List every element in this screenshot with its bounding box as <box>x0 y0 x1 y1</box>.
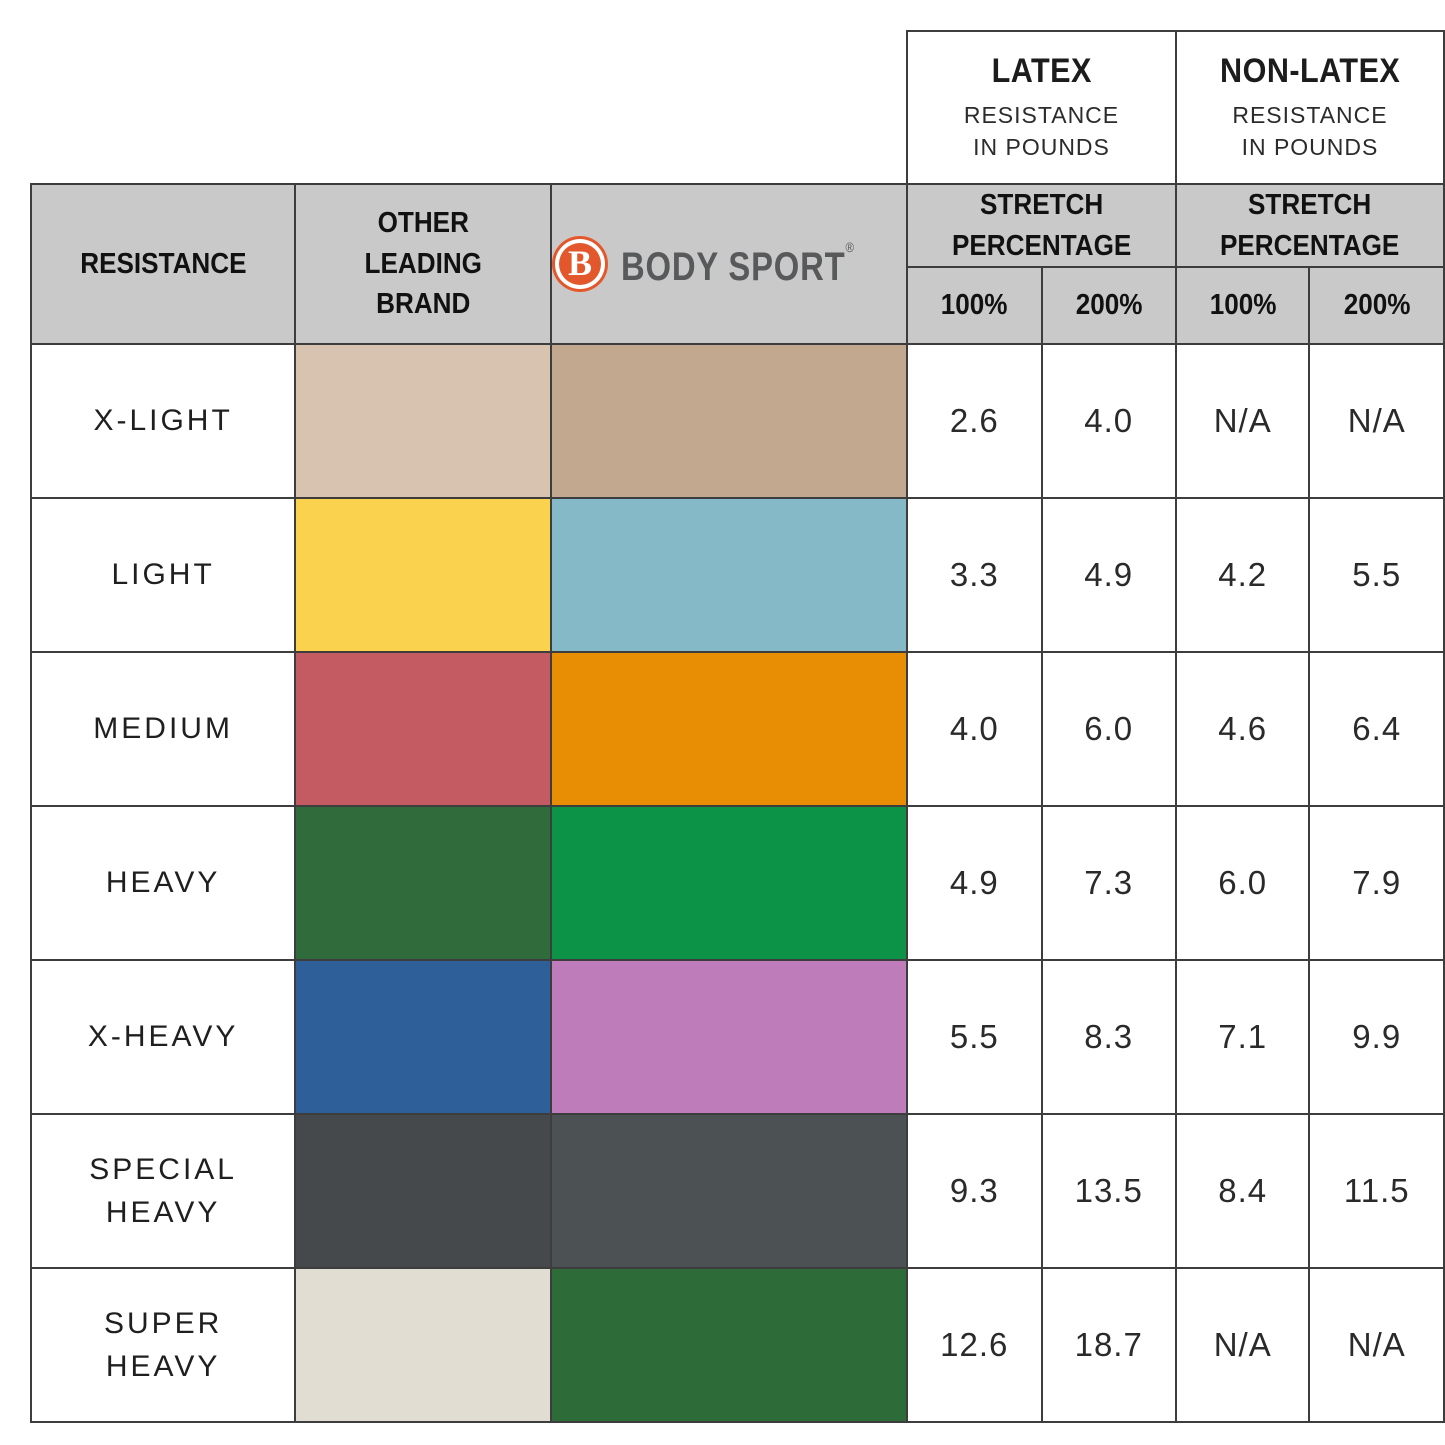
latex-100-header: 100% <box>906 266 1043 346</box>
bodysport-color-swatch <box>549 959 909 1116</box>
table-row-x-light: X-LIGHT 2.6 4.0 N/A N/A <box>29 343 1445 500</box>
latex-200-header: 200% <box>1040 266 1177 346</box>
bodysport-wordmark: BODY SPORT® <box>620 238 855 289</box>
latex-200-value: 6.0 <box>1040 651 1177 808</box>
resistance-column-header: RESISTANCE <box>29 182 297 346</box>
other-brand-color-swatch <box>294 651 552 808</box>
latex-200-label: 200% <box>1075 289 1143 322</box>
nonlatex-100-value: 6.0 <box>1174 805 1311 962</box>
nonlatex-stretch-header: STRETCH PERCENTAGE <box>1174 182 1445 269</box>
bodysport-logo-letter: B <box>567 243 592 284</box>
bodysport-logo-icon: B <box>551 236 608 293</box>
nonlatex-200-value: 5.5 <box>1308 497 1445 654</box>
bodysport-color-swatch <box>549 343 909 500</box>
other-brand-header-label: OTHER LEADING BRAND <box>364 207 482 321</box>
bodysport-color-swatch <box>549 651 909 808</box>
latex-100-value: 3.3 <box>906 497 1043 654</box>
latex-stretch-label: STRETCH PERCENTAGE <box>951 189 1132 262</box>
nonlatex-subtitle: RESISTANCE IN POUNDS <box>1232 101 1388 160</box>
nonlatex-100-value: N/A <box>1174 1267 1311 1424</box>
nonlatex-200-value: 9.9 <box>1308 959 1445 1116</box>
bodysport-color-swatch <box>549 1113 909 1270</box>
resistance-level-label: LIGHT <box>29 497 297 654</box>
other-brand-color-swatch <box>294 497 552 654</box>
nonlatex-100-value: 4.6 <box>1174 651 1311 808</box>
resistance-level-label: SPECIAL HEAVY <box>29 1113 297 1270</box>
bodysport-color-swatch <box>549 497 909 654</box>
latex-200-value: 8.3 <box>1040 959 1177 1116</box>
bodysport-logo: B BODY SPORT® <box>551 236 906 293</box>
nonlatex-100-value: 7.1 <box>1174 959 1311 1116</box>
resistance-level-label: HEAVY <box>29 805 297 962</box>
latex-subtitle: RESISTANCE IN POUNDS <box>963 101 1120 160</box>
nonlatex-title: NON-LATEX <box>1219 51 1401 90</box>
table-row-heavy: HEAVY 4.9 7.3 6.0 7.9 <box>29 805 1445 962</box>
percentage-header-row: 100% 200% 100% 200% <box>31 266 1445 346</box>
table-row-x-heavy: X-HEAVY 5.5 8.3 7.1 9.9 <box>29 959 1445 1116</box>
latex-100-value: 2.6 <box>906 343 1043 500</box>
resistance-level-label: SUPER HEAVY <box>29 1267 297 1424</box>
resistance-level-label: MEDIUM <box>29 651 297 808</box>
resistance-comparison-table: LATEX RESISTANCE IN POUNDS NON-LATEX RES… <box>29 30 1445 1424</box>
nonlatex-200-value: N/A <box>1308 1267 1445 1424</box>
latex-100-value: 5.5 <box>906 959 1043 1116</box>
nonlatex-200-header: 200% <box>1308 266 1445 346</box>
stretch-header-row: RESISTANCE OTHER LEADING BRAND B BODY SP… <box>29 182 1445 346</box>
resistance-level-label: X-HEAVY <box>29 959 297 1116</box>
nonlatex-200-value: 11.5 <box>1308 1113 1445 1270</box>
latex-100-value: 4.0 <box>906 651 1043 808</box>
material-header-row: LATEX RESISTANCE IN POUNDS NON-LATEX RES… <box>31 30 1445 185</box>
bodysport-wordmark-wrap: BODY SPORT® <box>621 239 906 290</box>
top-left-spacer <box>31 31 908 184</box>
other-brand-color-swatch <box>294 805 552 962</box>
latex-200-value: 13.5 <box>1040 1113 1177 1270</box>
nonlatex-100-header: 100% <box>1174 266 1311 346</box>
nonlatex-stretch-label: STRETCH PERCENTAGE <box>1220 189 1400 262</box>
table-row-special-heavy: SPECIAL HEAVY 9.3 13.5 8.4 11.5 <box>29 1113 1445 1270</box>
latex-100-value: 4.9 <box>906 805 1043 962</box>
other-brand-color-swatch <box>294 1267 552 1424</box>
registered-mark: ® <box>845 238 855 255</box>
other-brand-color-swatch <box>294 343 552 500</box>
nonlatex-100-value: N/A <box>1174 343 1311 500</box>
other-brand-color-swatch <box>294 959 552 1116</box>
nonlatex-200-value: 7.9 <box>1308 805 1445 962</box>
nonlatex-100-label: 100% <box>1209 289 1277 322</box>
latex-200-value: 4.9 <box>1040 497 1177 654</box>
latex-title: LATEX <box>991 51 1092 90</box>
nonlatex-200-value: 6.4 <box>1308 651 1445 808</box>
latex-100-value: 12.6 <box>906 1267 1043 1424</box>
latex-header-cell: LATEX RESISTANCE IN POUNDS <box>906 30 1177 185</box>
latex-200-value: 18.7 <box>1040 1267 1177 1424</box>
resistance-level-label: X-LIGHT <box>29 343 297 500</box>
nonlatex-200-label: 200% <box>1343 289 1411 322</box>
latex-100-label: 100% <box>940 289 1008 322</box>
other-brand-color-swatch <box>294 1113 552 1270</box>
nonlatex-200-value: N/A <box>1308 343 1445 500</box>
nonlatex-100-value: 8.4 <box>1174 1113 1311 1270</box>
latex-200-value: 4.0 <box>1040 343 1177 500</box>
resistance-header-label: RESISTANCE <box>79 247 247 280</box>
nonlatex-header-cell: NON-LATEX RESISTANCE IN POUNDS <box>1174 30 1445 185</box>
table-row-light: LIGHT 3.3 4.9 4.2 5.5 <box>29 497 1445 654</box>
latex-100-value: 9.3 <box>906 1113 1043 1270</box>
table-row-medium: MEDIUM 4.0 6.0 4.6 6.4 <box>29 651 1445 808</box>
bodysport-column-header: B BODY SPORT® <box>549 182 909 346</box>
bodysport-color-swatch <box>549 805 909 962</box>
nonlatex-100-value: 4.2 <box>1174 497 1311 654</box>
table-row-super-heavy: SUPER HEAVY 12.6 18.7 N/A N/A <box>29 1267 1445 1424</box>
other-brand-column-header: OTHER LEADING BRAND <box>294 182 552 346</box>
latex-200-value: 7.3 <box>1040 805 1177 962</box>
bodysport-color-swatch <box>549 1267 909 1424</box>
latex-stretch-header: STRETCH PERCENTAGE <box>906 182 1177 269</box>
